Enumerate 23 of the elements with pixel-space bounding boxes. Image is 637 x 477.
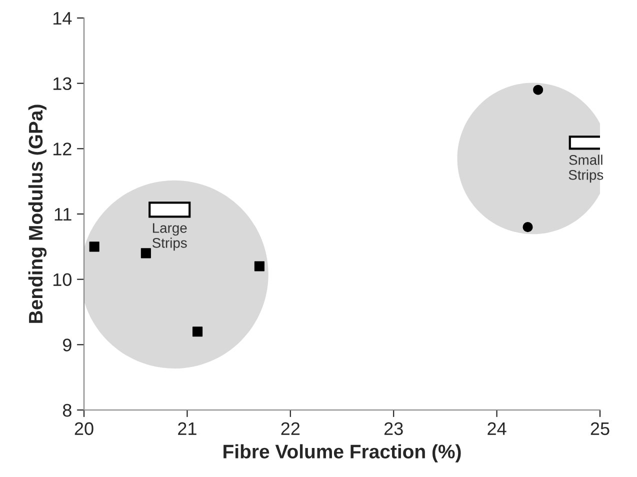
point [254,261,264,272]
y-tick-label: 10 [53,273,72,286]
annotation: Large Strips [152,223,187,251]
x-tick-label: 20 [74,422,94,436]
point [140,248,151,258]
point [522,222,533,232]
x-tick-label: 25 [590,422,610,436]
y-tick-label: 11 [54,208,72,221]
y-tick-label: 14 [53,12,72,25]
x-tick-label: 22 [281,422,300,435]
point [89,242,100,252]
y-tick-label: 8 [62,404,72,417]
x-tick-label: 21 [178,422,196,435]
y-tick-label: 12 [53,142,72,156]
point [192,326,203,337]
annotation: Small Strips [568,154,604,183]
y-tick-label: 9 [63,338,72,352]
y-tick-label: 13 [53,77,72,90]
x-tick-label: 24 [488,422,506,435]
x-axis-title: Fibre Volume Fraction (%) [224,444,461,462]
y-axis-title: Bending Modulus (GPa) [28,104,47,323]
point [533,84,544,95]
x-tick-label: 23 [384,422,403,436]
